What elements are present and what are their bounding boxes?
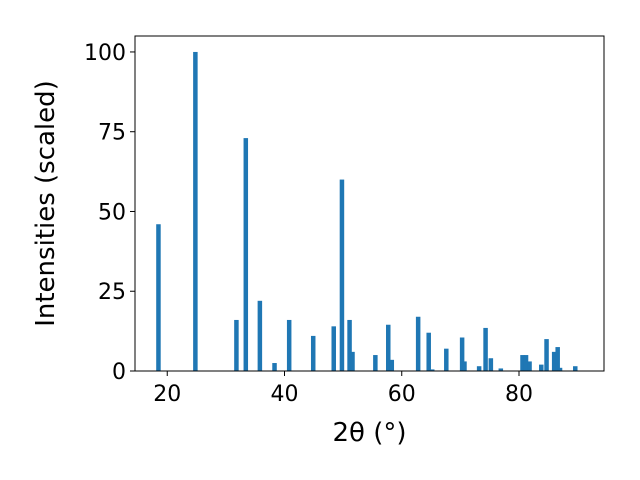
bar — [389, 359, 395, 371]
bars-group — [156, 51, 578, 371]
x-axis-ticks: 20 40 60 80 — [153, 371, 533, 407]
bar — [156, 224, 161, 371]
bar — [286, 319, 292, 371]
bar — [462, 361, 467, 371]
y-tick-label: 100 — [84, 41, 126, 66]
bar — [310, 335, 316, 371]
bar — [193, 51, 198, 371]
bar — [331, 326, 336, 371]
bar — [415, 316, 421, 371]
bar — [429, 369, 435, 371]
y-axis-ticks: 0 25 50 75 100 — [84, 41, 135, 385]
x-tick-label: 60 — [388, 382, 416, 407]
bar — [573, 366, 578, 371]
bar — [426, 332, 431, 371]
bar — [350, 351, 355, 371]
bar — [386, 324, 391, 371]
bar — [498, 368, 504, 371]
plot-frame — [134, 35, 605, 372]
bar — [539, 364, 544, 371]
bar — [234, 319, 239, 371]
bar — [551, 351, 557, 371]
x-tick-label: 20 — [153, 382, 181, 407]
bar — [272, 363, 277, 371]
y-tick-label: 50 — [98, 200, 126, 225]
y-axis-label: Intensities (scaled) — [31, 80, 61, 327]
y-tick-label: 75 — [98, 121, 126, 146]
x-tick-label: 40 — [270, 382, 298, 407]
bar — [476, 366, 482, 371]
bar — [339, 179, 345, 371]
x-tick-label: 80 — [505, 382, 533, 407]
bar — [520, 355, 525, 371]
y-tick-label: 25 — [98, 280, 126, 305]
bar — [483, 327, 488, 371]
x-axis-label: 2θ (°) — [332, 418, 406, 448]
bar — [444, 348, 449, 371]
bar — [488, 358, 494, 371]
bar — [544, 339, 549, 371]
bar — [373, 355, 378, 371]
y-tick-label: 0 — [112, 360, 126, 385]
bar — [523, 355, 529, 371]
bar — [557, 367, 563, 371]
bar — [257, 300, 263, 371]
bar — [527, 361, 532, 371]
bar — [243, 138, 249, 371]
bar — [555, 347, 560, 371]
bar — [459, 337, 465, 371]
bar — [347, 319, 352, 371]
